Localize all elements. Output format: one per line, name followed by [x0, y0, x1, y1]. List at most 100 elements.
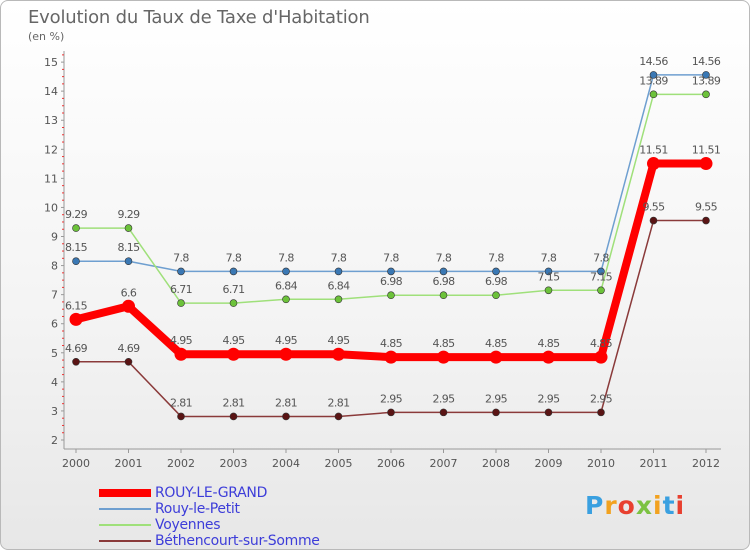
data-label: 2.81	[275, 396, 297, 409]
data-point	[72, 224, 80, 232]
x-tick-label: 2003	[220, 457, 248, 470]
data-point	[177, 267, 185, 276]
data-label: 7.8	[226, 251, 242, 264]
x-tick-label: 2010	[587, 457, 615, 470]
data-point	[177, 299, 185, 307]
data-label: 7.8	[278, 251, 294, 264]
data-point	[279, 347, 293, 361]
data-label: 6.15	[65, 299, 88, 312]
x-tick-label: 2005	[325, 457, 353, 470]
data-label: 7.8	[383, 251, 399, 264]
chart-title: Evolution du Taux de Taxe d'Habitation	[28, 7, 370, 28]
legend-item: Voyennes	[99, 517, 320, 533]
data-point	[649, 71, 658, 79]
legend-swatch	[99, 508, 151, 510]
legend-swatch	[99, 489, 151, 497]
legend-item: Rouy-le-Petit	[99, 501, 320, 517]
data-point	[544, 267, 553, 276]
data-point	[597, 267, 605, 276]
legend-item: ROUY-LE-GRAND	[99, 485, 320, 501]
y-tick-label: 10	[44, 201, 58, 214]
data-point	[542, 350, 555, 364]
data-label: 9.55	[695, 201, 718, 214]
data-label: 13.89	[639, 74, 668, 87]
data-point	[177, 412, 185, 421]
y-tick-label: 14	[44, 85, 58, 98]
data-label: 4.85	[380, 337, 403, 350]
data-label: 9.29	[117, 208, 140, 221]
legend-label: Rouy-le-Petit	[155, 501, 240, 517]
data-point	[124, 257, 133, 266]
series-line-rouy-le-petit	[76, 74, 706, 273]
data-point	[437, 350, 450, 364]
legend-swatch	[99, 540, 151, 542]
data-label: 4.85	[485, 337, 508, 350]
legend-label: Voyennes	[155, 517, 221, 533]
y-tick-label: 8	[51, 260, 58, 273]
data-point	[699, 157, 713, 171]
data-point	[334, 267, 343, 276]
data-label: 7.8	[541, 251, 557, 264]
data-label: 4.95	[327, 334, 350, 347]
y-tick-label: 9	[51, 231, 58, 244]
data-point	[229, 267, 238, 276]
data-point	[282, 267, 290, 276]
data-label: 11.51	[639, 144, 668, 157]
data-point	[332, 347, 345, 361]
data-point	[439, 408, 448, 417]
y-tick-label: 11	[44, 172, 58, 185]
data-point	[597, 286, 605, 295]
x-tick-label: 2000	[62, 457, 90, 470]
logo-letter: i	[675, 491, 686, 520]
y-tick-label: 4	[51, 376, 58, 389]
data-label: 6.84	[327, 279, 350, 292]
data-label: 2.95	[590, 392, 613, 405]
data-point	[594, 350, 608, 364]
data-label: 2.81	[327, 396, 349, 409]
data-label: 14.56	[692, 55, 721, 68]
data-label: 8.15	[117, 241, 140, 254]
data-label: 7.15	[590, 270, 613, 283]
data-point	[124, 358, 133, 366]
legend-swatch	[99, 524, 151, 526]
data-point	[702, 71, 710, 79]
logo-letter: x	[635, 491, 653, 520]
data-label: 6.6	[121, 286, 137, 299]
data-label: 4.95	[170, 334, 193, 347]
x-tick-label: 2008	[482, 457, 510, 470]
logo-letter: P	[585, 491, 605, 520]
x-tick-label: 2011	[640, 457, 668, 470]
data-point	[544, 286, 553, 295]
chart-legend: ROUY-LE-GRAND Rouy-le-Petit Voyennes Béthen…	[99, 485, 320, 549]
y-tick-label: 7	[51, 289, 58, 302]
data-label: 6.98	[485, 275, 508, 288]
x-tick-label: 2012	[692, 457, 720, 470]
legend-label: Béthencourt-sur-Somme	[155, 533, 320, 549]
x-tick-label: 2001	[115, 457, 143, 470]
data-label: 7.8	[436, 251, 452, 264]
data-label: 6.84	[275, 279, 298, 292]
data-point	[122, 299, 135, 313]
data-point	[124, 224, 133, 232]
data-label: 4.95	[275, 334, 298, 347]
data-label: 6.98	[380, 275, 403, 288]
data-point	[387, 291, 395, 300]
data-point	[649, 216, 658, 225]
data-point	[439, 291, 448, 300]
x-tick-label: 2007	[430, 457, 458, 470]
data-point	[282, 295, 290, 304]
data-label: 6.71	[222, 283, 244, 296]
logo-letter: i	[653, 491, 663, 520]
data-point	[229, 412, 238, 421]
data-point	[387, 267, 395, 276]
data-label: 6.71	[170, 283, 192, 296]
data-label: 9.29	[65, 208, 88, 221]
data-point	[384, 350, 398, 364]
data-label: 2.95	[380, 392, 403, 405]
data-label: 7.8	[331, 251, 347, 264]
data-point	[69, 312, 83, 326]
data-label: 2.95	[537, 392, 560, 405]
x-tick-label: 2009	[535, 457, 563, 470]
logo-letter: t	[662, 491, 676, 520]
